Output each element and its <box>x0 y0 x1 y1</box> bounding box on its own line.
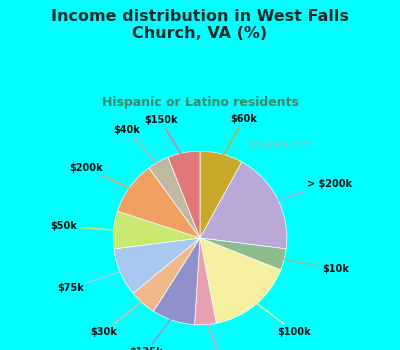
Text: $40k: $40k <box>114 125 160 167</box>
Text: $50k: $50k <box>50 222 120 231</box>
Wedge shape <box>133 238 200 311</box>
Text: Income distribution in West Falls
Church, VA (%): Income distribution in West Falls Church… <box>51 9 349 41</box>
Wedge shape <box>113 211 200 249</box>
Wedge shape <box>149 157 200 238</box>
Text: Hispanic or Latino residents: Hispanic or Latino residents <box>102 96 298 109</box>
Text: $100k: $100k <box>252 300 311 337</box>
Text: $20k: $20k <box>206 318 235 350</box>
Wedge shape <box>114 238 200 293</box>
Wedge shape <box>200 151 242 238</box>
Text: $60k: $60k <box>221 114 258 160</box>
Text: $30k: $30k <box>90 298 146 337</box>
Wedge shape <box>154 238 200 325</box>
Wedge shape <box>200 238 286 270</box>
Wedge shape <box>200 238 281 323</box>
Wedge shape <box>118 168 200 238</box>
Text: $150k: $150k <box>144 116 184 159</box>
Text: $75k: $75k <box>58 270 126 293</box>
Text: $10k: $10k <box>278 258 349 274</box>
Text: > $200k: > $200k <box>272 178 352 202</box>
Text: $200k: $200k <box>70 163 134 191</box>
Wedge shape <box>168 151 200 238</box>
Text: $125k: $125k <box>129 315 174 350</box>
Wedge shape <box>194 238 216 325</box>
Text: City-Data.com: City-Data.com <box>248 140 312 149</box>
Wedge shape <box>200 162 287 249</box>
